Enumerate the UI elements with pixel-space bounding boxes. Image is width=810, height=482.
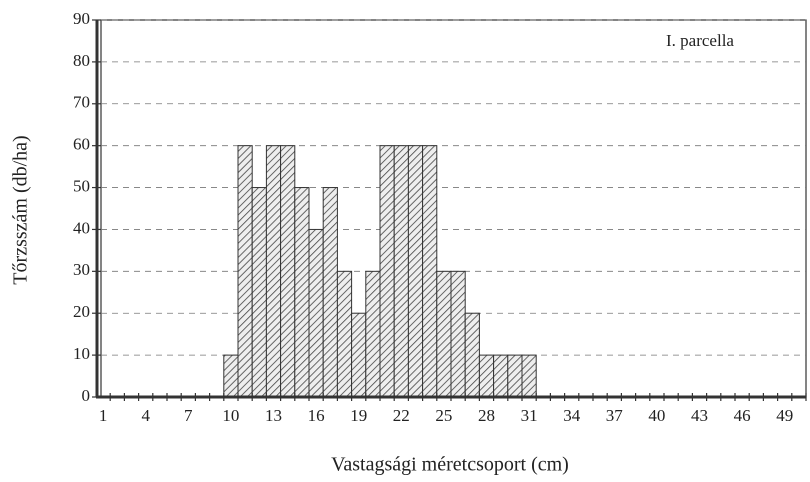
y-axis-label: Tőrzsszám (db/ha): [10, 135, 32, 284]
bar: [280, 145, 296, 398]
x-tick-label: 40: [648, 406, 665, 425]
y-tick-label: 80: [73, 51, 90, 70]
x-tick-label: 43: [691, 406, 708, 425]
bar: [436, 270, 452, 398]
x-tick-label: 31: [521, 406, 538, 425]
bar: [379, 145, 395, 398]
bar: [365, 270, 381, 398]
bar: [464, 312, 480, 398]
bar: [507, 354, 523, 398]
x-tick-label: 16: [308, 406, 325, 425]
x-tick-label: 28: [478, 406, 495, 425]
y-tick-label: 70: [73, 93, 90, 112]
x-tick-label: 46: [734, 406, 751, 425]
y-tick-label: 50: [73, 176, 90, 195]
y-tick-label: 10: [73, 344, 90, 363]
bar: [393, 145, 409, 398]
bar: [478, 354, 495, 398]
x-tick-label: 7: [184, 406, 193, 425]
x-axis-label: Vastagsági méretcsoport (cm): [331, 454, 569, 476]
x-tick-label: 19: [350, 406, 367, 425]
bar: [322, 187, 338, 398]
y-tick-label: 60: [73, 135, 90, 154]
x-tick-label: 34: [563, 406, 581, 425]
x-tick-label: 37: [606, 406, 624, 425]
bar: [521, 354, 537, 398]
x-tick-label: 13: [265, 406, 282, 425]
x-tick-label: 22: [393, 406, 410, 425]
y-tick-label: 90: [73, 9, 90, 28]
bar: [294, 187, 310, 398]
x-tick-label: 4: [141, 406, 150, 425]
x-tick-label: 49: [776, 406, 793, 425]
y-tick-label: 40: [73, 218, 90, 237]
y-tick-label: 0: [82, 386, 91, 405]
bar: [237, 145, 253, 398]
bar: [493, 354, 509, 398]
x-tick-label: 1: [99, 406, 108, 425]
bar: [422, 145, 438, 398]
x-tick-label: 10: [222, 406, 239, 425]
bar: [450, 270, 466, 398]
y-tick-label: 30: [73, 260, 90, 279]
annotation: I. parcella: [666, 31, 734, 50]
bar: [265, 145, 282, 398]
y-tick-label: 20: [73, 302, 90, 321]
bar: [407, 145, 424, 398]
bar: [351, 312, 367, 398]
bar: [308, 228, 324, 398]
x-tick-label: 25: [435, 406, 452, 425]
bar: [251, 187, 267, 398]
bar: [336, 270, 353, 398]
bar: [223, 354, 239, 398]
